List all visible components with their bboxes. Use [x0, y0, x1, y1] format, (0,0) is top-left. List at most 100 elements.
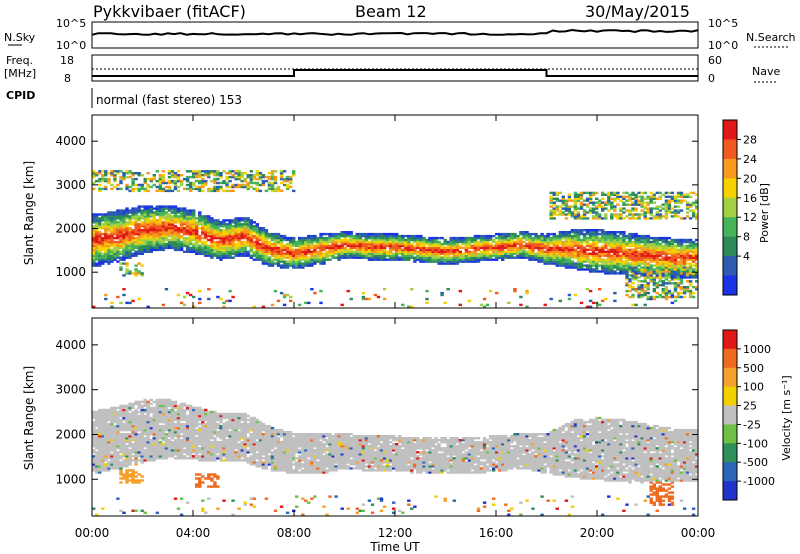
- heatmap-cell: [116, 227, 120, 230]
- heatmap-cell: [243, 179, 247, 183]
- heatmap-cell: [192, 170, 196, 173]
- heatmap-cell: [479, 234, 484, 238]
- heatmap-cell: [555, 199, 559, 202]
- heatmap-cell: [482, 242, 487, 246]
- heatmap-cell: [98, 463, 102, 466]
- heatmap-cell: [179, 236, 184, 240]
- heatmap-cell: [655, 244, 659, 248]
- heatmap-cell: [137, 435, 141, 438]
- heatmap-cell: [113, 426, 117, 430]
- heatmap-cell: [422, 258, 426, 261]
- heatmap-cell: [579, 264, 584, 267]
- heatmap-cell: [382, 256, 387, 259]
- heatmap-cell: [613, 193, 617, 196]
- heatmap-cell: [319, 248, 323, 252]
- heatmap-cell: [279, 256, 284, 259]
- heatmap-cell: [601, 248, 605, 252]
- heatmap-cell: [510, 248, 514, 252]
- heatmap-cell: [543, 254, 547, 257]
- heatmap-cell: [585, 231, 590, 234]
- heatmap-cell: [131, 473, 135, 476]
- heatmap-cell: [140, 205, 144, 208]
- heatmap-cell: [685, 240, 690, 244]
- heatmap-cell: [95, 437, 99, 440]
- heatmap-cell: [519, 254, 523, 257]
- heatmap-cell: [688, 282, 693, 285]
- heatmap-cell: [146, 205, 150, 208]
- heatmap-cell: [688, 256, 693, 259]
- heatmap-cell: [555, 193, 559, 196]
- heatmap-cell: [407, 234, 411, 238]
- heatmap-cell: [498, 240, 502, 244]
- heatmap-cell: [128, 301, 132, 305]
- heatmap-cell: [561, 242, 565, 246]
- heatmap-cell: [134, 177, 138, 181]
- heatmap-cell: [161, 225, 166, 228]
- heatmap-cell: [328, 258, 332, 261]
- heatmap-cell: [431, 256, 435, 259]
- heatmap-cell: [419, 250, 423, 253]
- heatmap-cell: [292, 252, 296, 255]
- heatmap-cell: [210, 236, 214, 240]
- heatmap-cell: [652, 270, 656, 273]
- heatmap-cell: [240, 175, 244, 179]
- heatmap-cell: [176, 234, 181, 238]
- heatmap-cell: [170, 240, 175, 244]
- heatmap-cell: [128, 402, 132, 406]
- heatmap-cell: [573, 197, 578, 200]
- heatmap-cell: [134, 428, 138, 432]
- heatmap-cell: [131, 414, 135, 418]
- heatmap-cell: [216, 229, 220, 232]
- heatmap-cell: [440, 258, 444, 261]
- heatmap-cell: [104, 428, 108, 432]
- heatmap-cell: [631, 193, 635, 196]
- heatmap-cell: [558, 252, 562, 255]
- heatmap-cell: [679, 238, 684, 242]
- heatmap-cell: [237, 242, 241, 246]
- heatmap-cell: [158, 177, 163, 181]
- heatmap-cell: [685, 201, 690, 204]
- heatmap-cell: [616, 248, 620, 252]
- heatmap-cell: [128, 445, 132, 448]
- heatmap-cell: [670, 250, 675, 253]
- heatmap-cell: [591, 246, 596, 250]
- heatmap-cell: [137, 183, 141, 187]
- heatmap-cell: [482, 252, 487, 255]
- heatmap-cell: [561, 199, 565, 202]
- heatmap-cell: [640, 254, 644, 257]
- heatmap-cell: [346, 240, 350, 244]
- heatmap-cell: [319, 238, 323, 242]
- heatmap-cell: [501, 250, 505, 253]
- heatmap-cell: [98, 223, 102, 226]
- heatmap-cell: [525, 238, 529, 242]
- heatmap-cell: [358, 238, 362, 242]
- heatmap-cell: [273, 181, 278, 185]
- heatmap-cell: [198, 301, 202, 305]
- heatmap-cell: [276, 248, 281, 252]
- heatmap-cell: [131, 299, 135, 303]
- heatmap-cell: [388, 242, 393, 246]
- heatmap-cell: [104, 170, 108, 173]
- heatmap-cell: [570, 229, 575, 232]
- heatmap-cell: [179, 174, 184, 177]
- heatmap-cell: [228, 289, 232, 293]
- heatmap-cell: [567, 240, 572, 244]
- heatmap-cell: [458, 252, 462, 255]
- heatmap-cell: [367, 250, 372, 253]
- heatmap-cell: [267, 177, 272, 181]
- heatmap-cell: [588, 195, 593, 198]
- heatmap-cell: [137, 439, 141, 442]
- heatmap-cell: [125, 463, 129, 466]
- heatmap-cell: [110, 406, 114, 410]
- heatmap-cell: [285, 244, 290, 248]
- heatmap-cell: [664, 262, 669, 265]
- heatmap-cell: [128, 412, 132, 416]
- heatmap-cell: [149, 229, 153, 232]
- heatmap-cell: [289, 244, 293, 248]
- heatmap-cell: [137, 189, 141, 193]
- heatmap-cell: [528, 236, 532, 240]
- heatmap-cell: [376, 244, 381, 248]
- heatmap-cell: [192, 232, 196, 236]
- heatmap-cell: [688, 295, 693, 299]
- heatmap-cell: [273, 189, 278, 193]
